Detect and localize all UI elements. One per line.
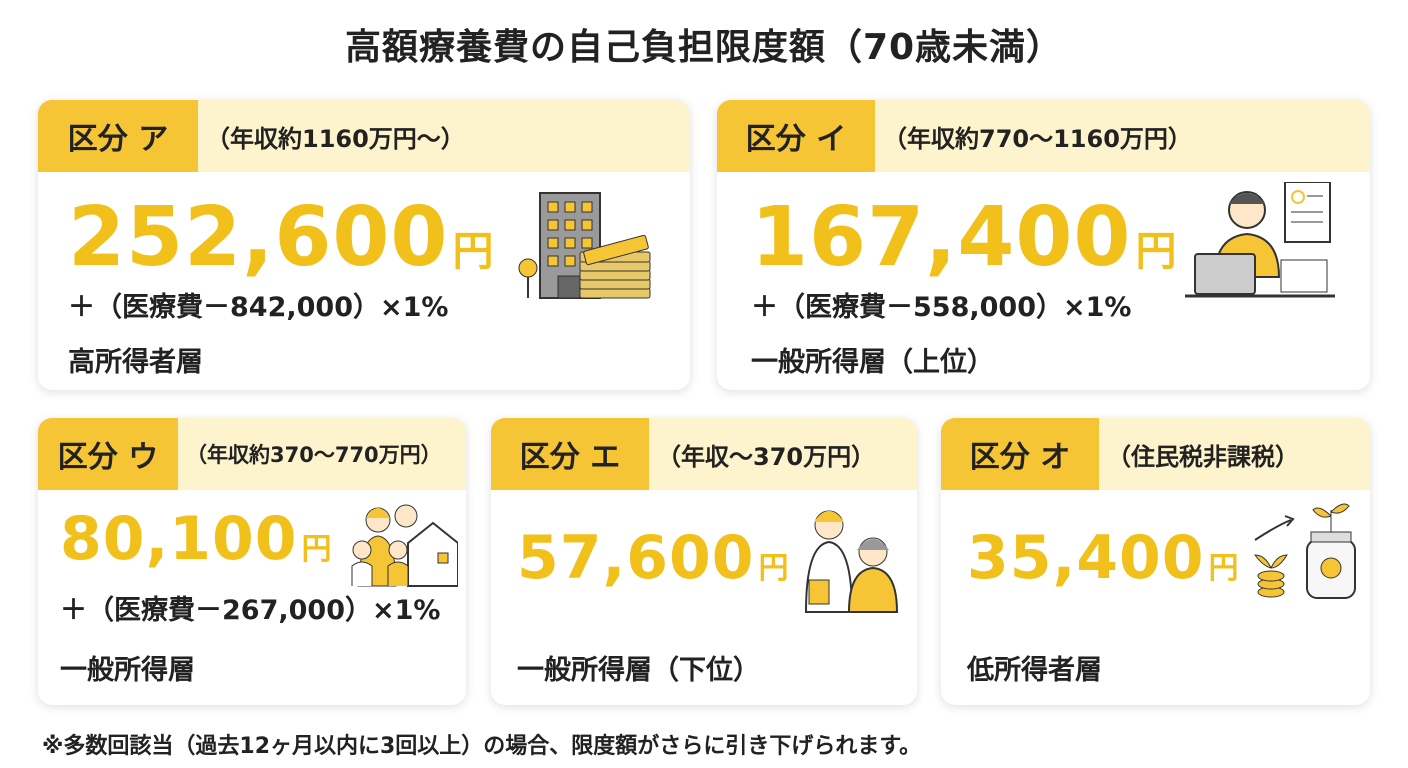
amount-value: 252,600 — [68, 190, 449, 285]
income-range: （年収約770～1160万円） — [883, 124, 1192, 153]
income-range: （年収約1160万円～） — [206, 124, 465, 153]
income-group: 一般所得層 — [60, 655, 195, 686]
amount-value: 80,100 — [60, 504, 298, 574]
illustration — [348, 498, 459, 592]
income-group: 一般所得層（上位） — [751, 347, 994, 378]
card: 区分 イ（年収約770～1160万円） 167,400円 ＋（医療費－558,000… — [717, 100, 1370, 390]
footnote: ※多数回該当（過去12ヶ月以内に3回以上）の場合、限度額がさらに引き下げられます… — [42, 734, 922, 759]
card: 区分 ア（年収約1160万円～） 252,600円 ＋（医療費－842,000）×1… — [38, 100, 690, 390]
illustration — [1253, 500, 1363, 604]
illustration — [518, 188, 668, 312]
amount-value: 35,400 — [967, 523, 1205, 593]
formula: ＋（医療費－842,000）×1% — [68, 292, 449, 323]
income-range: （年収約370～770万円） — [186, 443, 442, 467]
limit-amount: 57,600 円 — [517, 523, 790, 593]
amount-unit: 円 — [1208, 551, 1240, 586]
card: 区分 オ （住民税非課税） 35,400 円低所得者層 — [941, 418, 1370, 705]
card: 区分 エ （年収～370万円） 57,600 円一般所得層（下位） — [491, 418, 917, 705]
category-label: 区分 イ — [717, 100, 875, 172]
income-range: （住民税非課税） — [1107, 442, 1299, 471]
category-label: 区分 オ — [941, 418, 1099, 490]
limit-amount: 252,600円 — [68, 190, 494, 285]
amount-unit: 円 — [758, 551, 790, 586]
income-group: 高所得者層 — [68, 347, 203, 378]
amount-value: 57,600 — [517, 523, 755, 593]
illustration — [801, 500, 901, 619]
category-label: 区分 エ — [491, 418, 649, 490]
amount-unit: 円 — [301, 532, 333, 567]
illustration — [1185, 181, 1335, 316]
amount-value: 167,400 — [751, 190, 1132, 285]
title: 高額療養費の自己負担限度額（70歳未満） — [344, 27, 1064, 68]
category-label: 区分 ア — [38, 100, 198, 172]
amount-unit: 円 — [1135, 227, 1178, 275]
income-range: （年収～370万円） — [657, 442, 876, 471]
income-group: 一般所得層（下位） — [517, 655, 760, 686]
formula: ＋（医療費－267,000）×1% — [60, 595, 441, 626]
formula: ＋（医療費－558,000）×1% — [751, 292, 1132, 323]
limit-amount: 80,100 円 — [60, 504, 333, 574]
limit-amount: 35,400 円 — [967, 523, 1240, 593]
card: 区分 ウ （年収約370～770万円） 80,100 円 ＋（医療費－267,000）×… — [38, 418, 466, 705]
income-group: 低所得者層 — [967, 655, 1102, 686]
amount-unit: 円 — [452, 227, 495, 275]
limit-amount: 167,400円 — [751, 190, 1177, 285]
category-label: 区分 ウ — [38, 418, 178, 490]
